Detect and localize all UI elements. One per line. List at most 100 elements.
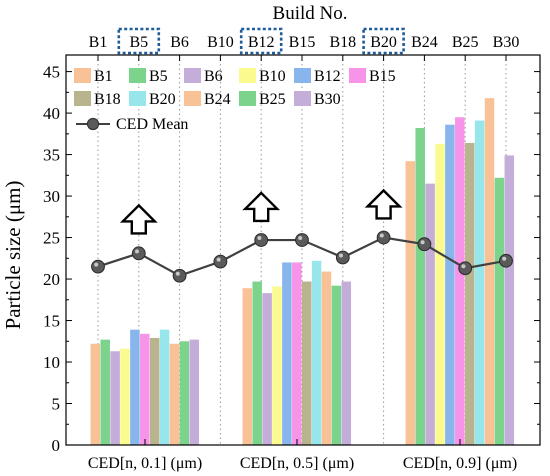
legend-swatch-b15 [349,68,366,83]
legend-label-b20: B20 [149,91,176,108]
bar-b6-group2 [262,293,272,445]
ced-mean-point-highlight [257,236,262,241]
y-tick-label: 40 [43,104,60,123]
bar-b1-group3 [405,161,416,445]
bar-b24-group3 [484,98,495,446]
legend-marker-ced-mean [86,117,100,131]
y-tick-label: 0 [52,436,61,455]
up-arrow-b12 [242,191,281,223]
highlight-box-b12 [239,27,283,55]
x-category-label-3: CED[n, 0.9] (μm) [403,455,517,472]
bar-b20-group3 [474,120,485,445]
bar-series-group [90,98,515,446]
legend-label-b15: B15 [369,68,396,85]
y-tick-label: 15 [43,312,60,331]
y-axis-label: Particle size (μm) [1,181,25,330]
bar-b10-group3 [435,143,445,445]
y-tick-label: 25 [43,229,60,248]
ced-mean-point-highlight [461,264,466,269]
bar-b15-group1 [140,333,150,445]
top-axis-title: Build No. [273,3,348,24]
legend-label-ced-mean: CED Mean [116,116,188,133]
bar-b5-group2 [252,281,262,445]
bar-b18-group2 [301,281,312,445]
bar-b30-group1 [189,339,200,445]
ced-mean-point-b20 [376,230,391,245]
up-arrow-b20 [364,188,403,220]
bar-b24-group1 [169,343,180,445]
ced-mean-point-b30 [499,253,513,268]
ced-mean-point-highlight [94,262,99,267]
ced-mean-point-b25 [458,261,473,276]
legend-label-b10: B10 [259,68,286,85]
bar-b18-group1 [149,337,160,445]
ced-mean-point-b5 [131,246,146,261]
legend-swatch-b20 [129,91,146,106]
legend-label-b1: B1 [94,68,113,85]
y-tick-label: 35 [43,146,60,165]
bar-b12-group2 [282,262,292,445]
ced-mean-point-highlight [298,236,303,241]
bar-b12-group1 [130,329,140,445]
top-tick-label-b15: B15 [289,34,316,51]
bar-b18-group3 [464,142,475,445]
bar-b6-group1 [110,351,120,445]
legend-swatch-b1 [74,68,91,83]
ced-mean-point-b15 [295,233,309,247]
bar-b6-group3 [425,183,435,446]
legend-label-b18: B18 [94,91,121,108]
y-tick-label: 30 [43,187,60,206]
top-tick-label-b24: B24 [411,34,438,51]
ced-mean-point-b24 [417,237,432,252]
plot-frame [65,54,541,446]
top-tick-label-b25: B25 [452,34,479,51]
legend-swatch-b24 [184,91,201,106]
legend-swatch-b25 [239,91,256,106]
ced-mean-point-b18 [335,250,350,265]
legend-label-b30: B30 [314,91,341,108]
ced-mean-point-b12 [254,233,269,247]
legend-label-b24: B24 [204,91,231,108]
ced-mean-point-highlight [216,257,221,262]
legend-label-b12: B12 [314,68,341,85]
top-tick-label-b6: B6 [170,34,189,51]
legend-label-b6: B6 [204,68,223,85]
bar-b15-group2 [292,262,302,445]
y-tick-label: 10 [43,353,60,372]
highlight-box-b20 [362,27,405,55]
x-category-label-2: CED[n, 0.5] (μm) [240,455,354,472]
top-tick-label-b12: B12 [248,34,275,51]
legend-swatch-b6 [184,68,201,83]
top-tick-label-b18: B18 [329,34,356,51]
bar-b25-group3 [494,177,505,445]
ced-mean-point-highlight [175,271,180,276]
bar-b12-group3 [445,124,455,446]
legend-swatch-b5 [129,68,146,83]
bar-b30-group3 [504,155,515,446]
legend-swatch-b18 [74,91,91,106]
legend-swatch-b10 [239,68,256,83]
ced-mean-point-highlight [502,256,507,261]
bar-b1-group1 [90,343,101,445]
top-tick-label-b30: B30 [493,34,520,51]
bar-b20-group1 [159,329,170,445]
x-category-label-1: CED[n, 0.1] (μm) [88,455,202,472]
top-tick-label-b1: B1 [89,34,108,51]
legend-swatch-b30 [294,91,311,106]
ced-mean-point-highlight [135,249,139,254]
bar-b5-group1 [100,339,110,445]
y-tick-label: 20 [43,270,60,289]
top-tick-label-b10: B10 [207,34,234,51]
legend: B1 B5 B6 B10 B12 B15 B18 B20 B24 B25 B30 CED Mean [74,68,396,133]
bar-b30-group2 [341,281,352,445]
ced-mean-point-highlight [339,253,343,258]
bar-b20-group2 [311,260,322,445]
legend-swatch-b12 [294,68,311,83]
bar-b10-group1 [120,348,130,445]
ced-mean-line-group [91,230,513,283]
y-tick-label: 45 [43,63,60,82]
ced-mean-point-b6 [172,268,187,283]
highlight-box-b5 [117,27,161,55]
